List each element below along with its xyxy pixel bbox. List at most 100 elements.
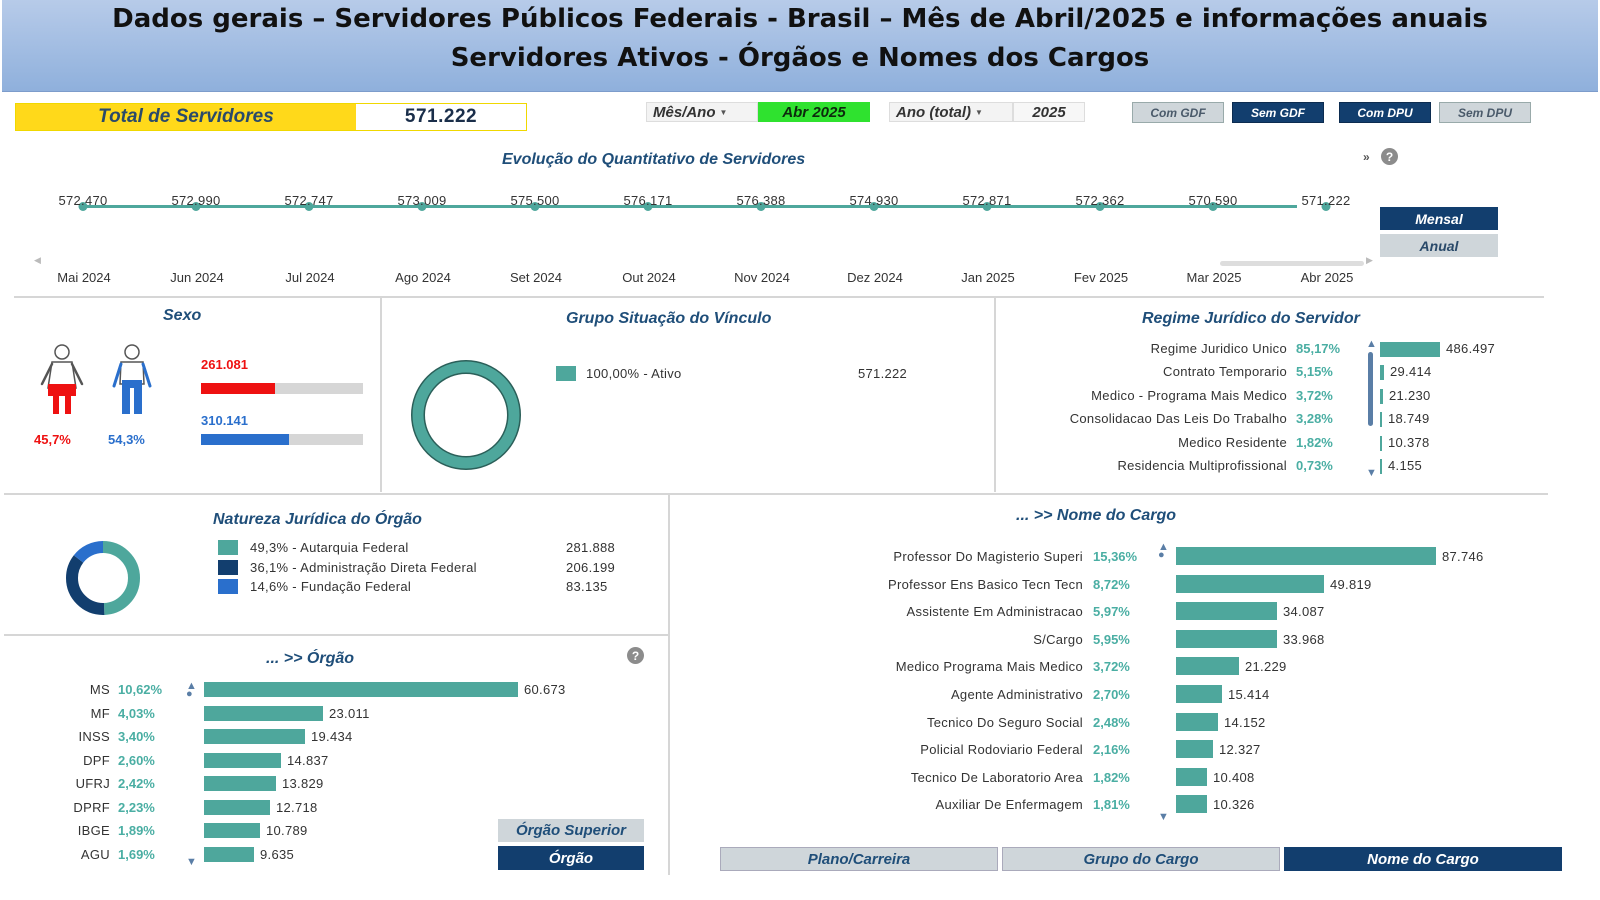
evolucao-point[interactable] [304, 202, 314, 211]
orgao-bar[interactable] [204, 705, 323, 721]
cargo-bar[interactable] [1176, 602, 1277, 621]
month-filter-value[interactable]: Abr 2025 [758, 102, 870, 122]
sem-dpu-button[interactable]: Sem DPU [1439, 102, 1531, 123]
cargo-bar[interactable] [1176, 795, 1207, 814]
orgao-bar[interactable] [204, 776, 276, 791]
tab-grupo-cargo[interactable]: Grupo do Cargo [1002, 847, 1280, 871]
year-filter[interactable]: Ano (total) ▼ 2025 [889, 102, 1085, 122]
month-filter[interactable]: Mês/Ano ▼ Abr 2025 [646, 102, 870, 122]
orgao-bar[interactable] [204, 752, 281, 768]
orgao-bar[interactable] [204, 682, 518, 697]
orgao-row-label[interactable]: DPRF [73, 799, 110, 815]
sem-gdf-button[interactable]: Sem GDF [1232, 102, 1324, 123]
scroll-left-icon[interactable]: ◀ [34, 255, 41, 265]
cargo-title: ... >> Nome do Cargo [1016, 507, 1177, 524]
cargo-row-pct: 1,82% [1093, 769, 1130, 785]
regime-row-value: 29.414 [1390, 364, 1432, 380]
year-filter-label[interactable]: Ano (total) ▼ [889, 102, 1013, 122]
scroll-grip-icon[interactable]: ● [1158, 549, 1165, 561]
cargo-bar[interactable] [1176, 740, 1213, 759]
evolucao-point[interactable] [530, 202, 540, 211]
cargo-bar[interactable] [1176, 657, 1239, 676]
orgao-row-label[interactable]: UFRJ [75, 776, 110, 791]
evolucao-point[interactable] [1208, 202, 1218, 211]
cargo-row-label[interactable]: Tecnico Do Seguro Social [926, 714, 1083, 730]
natureza-legend-label[interactable]: 49,3% - Autarquia Federal [250, 540, 409, 555]
scroll-grip-icon[interactable]: ● [186, 688, 193, 700]
orgao-row-label[interactable]: INSS [78, 729, 110, 744]
cargo-row-label[interactable]: Medico Programa Mais Medico [895, 659, 1083, 675]
evolucao-point[interactable] [1321, 202, 1331, 211]
orgao-bar[interactable] [204, 799, 270, 815]
cargo-bar[interactable] [1176, 547, 1436, 565]
evolucao-point[interactable] [417, 202, 427, 211]
year-filter-value[interactable]: 2025 [1013, 102, 1085, 122]
regime-row-label[interactable]: Residencia Multiprofissional [1117, 458, 1287, 473]
orgao-row-label[interactable]: AGU [80, 846, 110, 862]
regime-bar[interactable] [1380, 342, 1440, 357]
month-filter-label[interactable]: Mês/Ano ▼ [646, 102, 758, 122]
vertical-scrollbar[interactable] [1368, 352, 1373, 426]
orgao-row-label[interactable]: MS [89, 682, 110, 697]
natureza-slice[interactable] [66, 541, 140, 615]
tab-plano-carreira[interactable]: Plano/Carreira [720, 847, 998, 871]
cargo-bar[interactable] [1176, 767, 1207, 786]
cargo-row-label[interactable]: Auxiliar De Enfermagem [935, 797, 1083, 813]
regime-row-label[interactable]: Contrato Temporario [1163, 364, 1287, 380]
regime-row-label[interactable]: Consolidacao Das Leis Do Trabalho [1069, 411, 1287, 427]
regime-row-label[interactable]: Regime Juridico Unico [1150, 341, 1287, 356]
evolucao-point[interactable] [869, 202, 879, 211]
help-icon[interactable]: ? [627, 647, 644, 664]
scroll-down-icon[interactable]: ▼ [1366, 467, 1377, 479]
horizontal-scrollbar[interactable] [1220, 261, 1364, 266]
tab-nome-cargo[interactable]: Nome do Cargo [1284, 847, 1562, 871]
scroll-down-icon[interactable]: ▼ [1158, 811, 1169, 823]
anual-button[interactable]: Anual [1380, 234, 1498, 257]
regime-bar[interactable] [1380, 459, 1382, 474]
regime-bar[interactable] [1380, 435, 1382, 451]
regime-row-label[interactable]: Medico - Programa Mais Medico [1091, 387, 1287, 403]
orgao-bar[interactable] [204, 729, 305, 744]
scroll-down-icon[interactable]: ▼ [186, 856, 197, 868]
orgao-button[interactable]: Órgão [498, 846, 644, 870]
cargo-row-label[interactable]: Policial Rodoviario Federal [920, 742, 1083, 758]
mensal-button[interactable]: Mensal [1380, 207, 1498, 230]
com-dpu-button[interactable]: Com DPU [1339, 102, 1431, 123]
evolucao-point[interactable] [756, 202, 766, 211]
evolucao-point[interactable] [982, 202, 992, 211]
cargo-row-label[interactable]: Agente Administrativo [950, 687, 1083, 702]
regime-bar[interactable] [1380, 365, 1384, 381]
orgao-row-label[interactable]: IBGE [77, 823, 110, 838]
cargo-row-label[interactable]: Assistente Em Administracao [906, 604, 1083, 620]
orgao-row-label[interactable]: DPF [83, 752, 110, 768]
scroll-right-icon[interactable]: ▶ [1366, 255, 1373, 265]
cargo-bar[interactable] [1176, 712, 1218, 731]
cargo-row-label[interactable]: Professor Ens Basico Tecn Tecn [888, 576, 1083, 592]
more-icon[interactable]: » [1363, 150, 1370, 164]
scroll-up-icon[interactable]: ▲ [1158, 541, 1169, 553]
evolucao-point[interactable] [78, 202, 88, 211]
regime-bar[interactable] [1380, 388, 1383, 404]
cargo-row-label[interactable]: Tecnico De Laboratorio Area [910, 769, 1083, 785]
orgao-bar[interactable] [204, 846, 254, 862]
orgao-superior-button[interactable]: Órgão Superior [498, 819, 644, 842]
natureza-legend-label[interactable]: 14,6% - Fundação Federal [250, 579, 412, 594]
cargo-bar[interactable] [1176, 685, 1222, 703]
scroll-up-icon[interactable]: ▲ [186, 680, 197, 692]
evolucao-point[interactable] [643, 202, 653, 211]
cargo-bar[interactable] [1176, 574, 1324, 593]
regime-row-label[interactable]: Medico Residente [1178, 434, 1287, 450]
natureza-slice[interactable] [66, 541, 140, 615]
com-gdf-button[interactable]: Com GDF [1132, 102, 1224, 123]
evolucao-point[interactable] [191, 202, 201, 211]
cargo-bar[interactable] [1176, 629, 1277, 648]
cargo-row-label[interactable]: Professor Do Magisterio Superi [893, 549, 1083, 564]
regime-bar[interactable] [1380, 412, 1382, 428]
help-icon[interactable]: ? [1381, 148, 1398, 165]
natureza-legend-label[interactable]: 36,1% - Administração Direta Federal [250, 559, 477, 575]
orgao-bar[interactable] [204, 823, 260, 838]
cargo-row-label[interactable]: S/Cargo [1033, 631, 1083, 647]
evolucao-point[interactable] [1095, 202, 1105, 211]
scroll-up-icon[interactable]: ▲ [1366, 338, 1377, 350]
orgao-row-label[interactable]: MF [90, 705, 110, 721]
